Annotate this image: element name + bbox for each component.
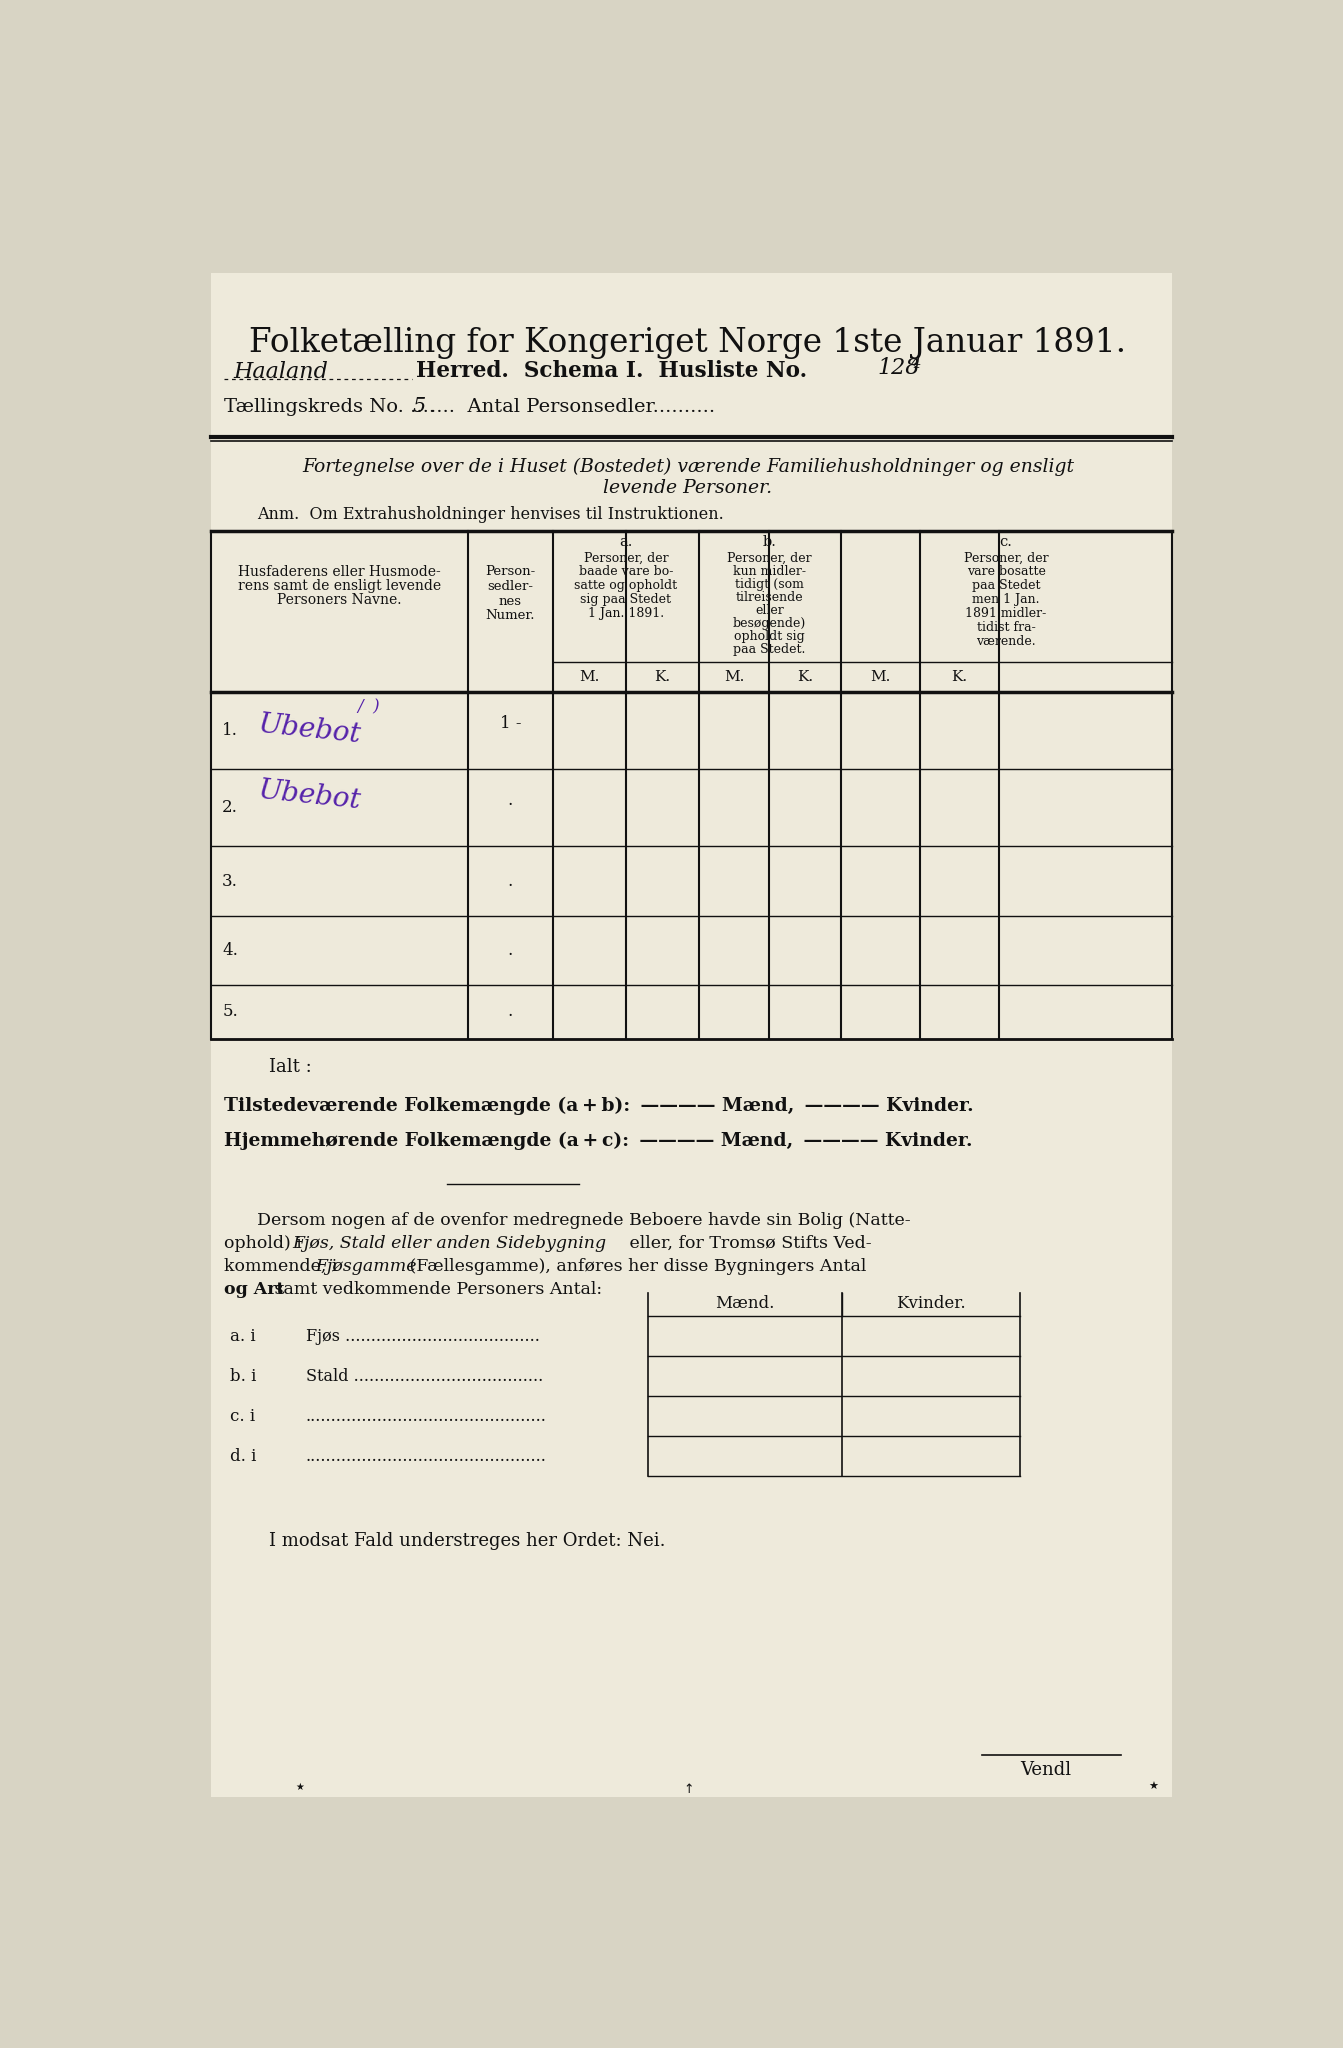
Text: ...............................................: ........................................… <box>306 1448 547 1464</box>
Text: b.: b. <box>763 535 776 549</box>
Text: 3.: 3. <box>222 872 238 889</box>
Text: 5: 5 <box>412 397 426 416</box>
Text: kommende, i: kommende, i <box>224 1257 344 1276</box>
Text: tilreisende: tilreisende <box>736 590 803 604</box>
Text: tidist fra-: tidist fra- <box>976 621 1035 633</box>
Text: Personer, der: Personer, der <box>584 551 669 565</box>
Text: 1.: 1. <box>222 723 238 739</box>
Text: a. i: a. i <box>230 1327 255 1346</box>
Text: Tilstedeværende Folkemængde (a + b):  ———— Mænd,  ———— Kvinder.: Tilstedeværende Folkemængde (a + b): ———… <box>224 1096 974 1114</box>
Text: Herred.  Schema I.  Husliste No.: Herred. Schema I. Husliste No. <box>416 360 807 381</box>
Text: 5.: 5. <box>222 1004 238 1020</box>
Text: Mænd.: Mænd. <box>716 1294 775 1313</box>
Text: ophold) i: ophold) i <box>224 1235 308 1251</box>
Text: 4: 4 <box>909 354 920 373</box>
Text: ....  Antal Personsedler..........: .... Antal Personsedler.......... <box>430 397 714 416</box>
Text: Personer, der: Personer, der <box>728 551 813 565</box>
Text: Fjøs, Stald eller anden Sidebygning: Fjøs, Stald eller anden Sidebygning <box>291 1235 606 1251</box>
Text: Ubebot: Ubebot <box>257 711 363 750</box>
Text: baade vare bo-: baade vare bo- <box>579 565 673 578</box>
Text: I modsat Fald understreges her Ordet: Nei.: I modsat Fald understreges her Ordet: Ne… <box>269 1532 665 1550</box>
Text: men 1 Jan.: men 1 Jan. <box>972 594 1039 606</box>
Text: M.: M. <box>870 670 890 684</box>
Text: 2.: 2. <box>222 799 238 817</box>
Text: ...............................................: ........................................… <box>306 1407 547 1425</box>
Text: Folketælling for Kongeriget Norge 1ste Januar 1891.: Folketælling for Kongeriget Norge 1ste J… <box>250 326 1127 358</box>
Text: 1891 midler-: 1891 midler- <box>966 606 1046 621</box>
Text: Fortegnelse over de i Huset (Bostedet) værende Familiehusholdninger og ensligt: Fortegnelse over de i Huset (Bostedet) v… <box>302 457 1074 475</box>
Text: Kvinder.: Kvinder. <box>896 1294 966 1313</box>
Text: .: . <box>508 872 513 889</box>
Text: Personers Navne.: Personers Navne. <box>277 594 402 606</box>
Text: 1 -: 1 - <box>500 715 521 733</box>
Text: Anm.  Om Extrahusholdninger henvises til Instruktionen.: Anm. Om Extrahusholdninger henvises til … <box>257 506 724 522</box>
Text: Husfaderens eller Husmode-: Husfaderens eller Husmode- <box>238 565 441 580</box>
Text: besøgende): besøgende) <box>733 616 806 631</box>
Text: paa Stedet: paa Stedet <box>972 580 1041 592</box>
Text: /  ): / ) <box>357 698 380 715</box>
Text: ↑: ↑ <box>684 1784 694 1796</box>
Text: Haaland: Haaland <box>234 360 329 383</box>
Text: Personer, der: Personer, der <box>964 551 1049 565</box>
Text: satte og opholdt: satte og opholdt <box>575 580 677 592</box>
Text: .: . <box>508 1004 513 1020</box>
Text: og Art: og Art <box>224 1282 285 1298</box>
Text: vare bosatte: vare bosatte <box>967 565 1045 578</box>
Text: c.: c. <box>999 535 1013 549</box>
Text: sedler-: sedler- <box>488 580 533 594</box>
Text: Fjøs ......................................: Fjøs ...................................… <box>306 1327 540 1346</box>
Text: .: . <box>508 793 513 809</box>
Text: K.: K. <box>654 670 670 684</box>
Text: c. i: c. i <box>230 1407 255 1425</box>
Text: Person-: Person- <box>485 565 536 578</box>
Text: nes: nes <box>500 594 522 608</box>
Text: K.: K. <box>951 670 967 684</box>
Text: ★: ★ <box>295 1782 304 1792</box>
Text: (Fællesgamme), anføres her disse Bygningers Antal: (Fællesgamme), anføres her disse Bygning… <box>404 1257 866 1276</box>
Text: sig paa Stedet: sig paa Stedet <box>580 594 672 606</box>
Text: ★: ★ <box>1148 1782 1159 1792</box>
Text: Dersom nogen af de ovenfor medregnede Beboere havde sin Bolig (Natte-: Dersom nogen af de ovenfor medregnede Be… <box>257 1212 911 1229</box>
Text: levende Personer.: levende Personer. <box>603 479 772 498</box>
Text: tidigt (som: tidigt (som <box>735 578 804 590</box>
Text: M.: M. <box>579 670 600 684</box>
Text: værende.: værende. <box>976 635 1035 647</box>
Text: kun midler-: kun midler- <box>733 565 806 578</box>
Text: eller, for Tromsø Stifts Ved-: eller, for Tromsø Stifts Ved- <box>623 1235 872 1251</box>
Text: Hjemmehørende Folkemængde (a + c):  ———— Mænd,  ———— Kvinder.: Hjemmehørende Folkemængde (a + c): ———— … <box>224 1130 972 1149</box>
Text: .: . <box>508 942 513 958</box>
Text: Vendl: Vendl <box>1021 1761 1072 1780</box>
Text: 1 Jan. 1891.: 1 Jan. 1891. <box>588 606 663 621</box>
Text: a.: a. <box>619 535 633 549</box>
Text: Numer.: Numer. <box>486 608 535 623</box>
Text: paa Stedet.: paa Stedet. <box>733 643 806 655</box>
Text: d. i: d. i <box>230 1448 257 1464</box>
Text: rens samt de ensligt levende: rens samt de ensligt levende <box>238 580 441 594</box>
Text: Ialt :: Ialt : <box>269 1059 312 1075</box>
Text: eller: eller <box>755 604 784 616</box>
Text: samt vedkommende Personers Antal:: samt vedkommende Personers Antal: <box>270 1282 603 1298</box>
Text: 4.: 4. <box>222 942 238 958</box>
Text: 128: 128 <box>877 358 920 379</box>
Text: Ubebot: Ubebot <box>257 776 363 815</box>
Text: b. i: b. i <box>230 1368 257 1384</box>
Text: M.: M. <box>724 670 744 684</box>
Text: Stald .....................................: Stald ..................................… <box>306 1368 543 1384</box>
Text: Tællingskreds No. ....: Tællingskreds No. .... <box>224 397 435 416</box>
Text: opholdt sig: opholdt sig <box>735 631 804 643</box>
Text: K.: K. <box>796 670 813 684</box>
Text: Fjøsgamme: Fjøsgamme <box>316 1257 416 1276</box>
